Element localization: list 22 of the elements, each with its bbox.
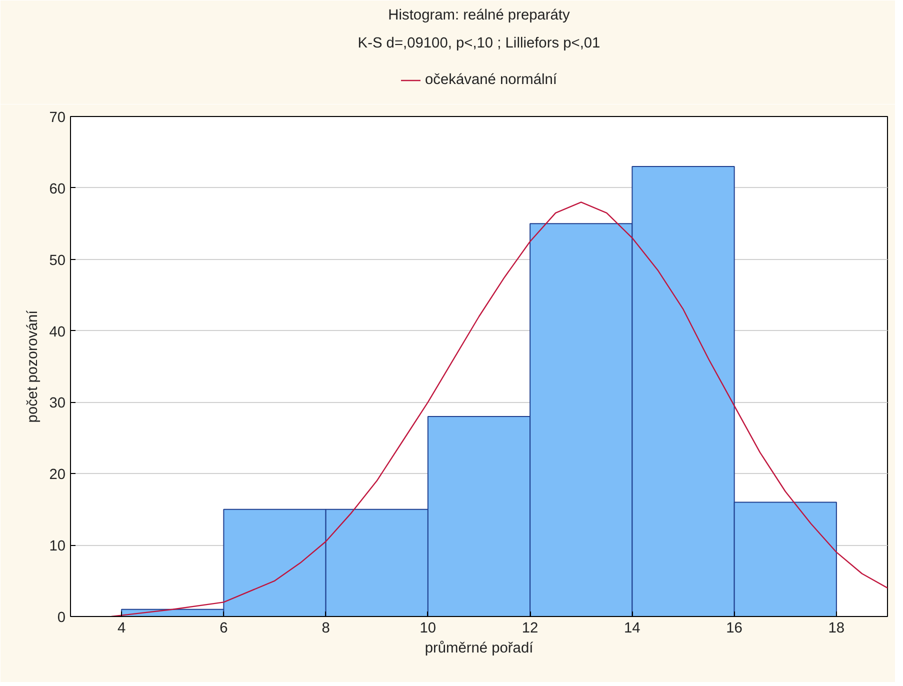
x-tick-label: 18 <box>828 620 845 636</box>
y-tick-label: 50 <box>49 252 66 269</box>
x-tick-label: 14 <box>624 620 640 636</box>
y-tick-label: 0 <box>57 610 66 626</box>
y-tick-label: 40 <box>49 324 66 340</box>
line-series <box>110 202 888 616</box>
y-axis-title: počet pozorování <box>25 310 42 423</box>
chart-title: Histogram: reálné preparáty <box>388 8 570 24</box>
x-tick-label: 6 <box>220 620 228 636</box>
legend-label: očekávané normální <box>425 72 557 88</box>
y-tick-label: 10 <box>49 538 66 555</box>
chart-subtitle: K-S d=,09100, p<,10 ; Lilliefors p<,01 <box>358 36 600 52</box>
y-tick-label: 60 <box>49 181 66 198</box>
x-tick-label: 10 <box>420 620 436 636</box>
x-tick-label: 8 <box>322 620 330 636</box>
y-tick-label: 70 <box>49 110 66 126</box>
x-axis-title: průměrné pořadí <box>424 640 534 656</box>
x-tick-label: 4 <box>117 620 126 636</box>
x-tick-label: 16 <box>726 620 742 636</box>
y-tick-label: 20 <box>49 467 66 484</box>
y-tick-label: 30 <box>49 396 66 412</box>
x-tick-label: 12 <box>522 620 538 636</box>
